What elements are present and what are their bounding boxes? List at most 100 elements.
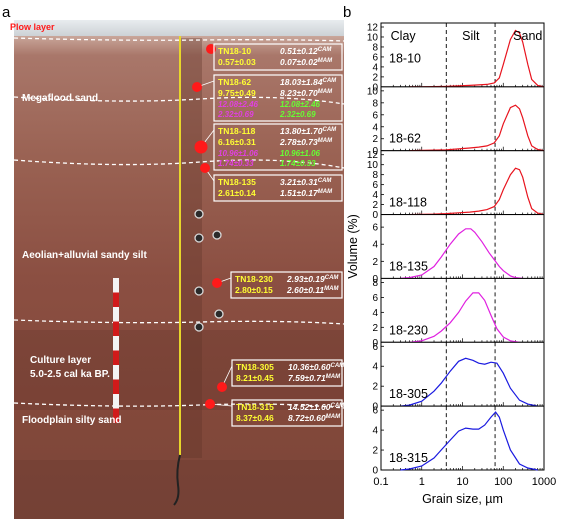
y-tick-label: 0 [372, 466, 378, 477]
panel-frame [380, 277, 545, 343]
layer-boundary-line [13, 319, 345, 325]
y-tick-label: 8 [372, 170, 378, 181]
y-tick-label: 4 [372, 240, 378, 251]
y-tick-label: 0 [372, 274, 378, 285]
series-line [409, 292, 520, 343]
sample-label: 18-62 [389, 132, 421, 146]
dose-value: 1.51±0.17MAM [280, 188, 333, 198]
scale-bar-segment [113, 379, 119, 394]
dose-value: 2.78±0.73MAM [279, 137, 333, 147]
dose-value: 0.07±0.02MAM [280, 57, 333, 67]
panel-frame [380, 150, 545, 216]
x-tick-label: 0.1 [373, 476, 388, 488]
sample-location-dot [205, 399, 215, 409]
y-tick-label: 0 [372, 338, 378, 349]
extra-dose-value: 1.74±0.33 [280, 159, 316, 168]
layer-label: Aeolian+alluvial sandy silt [22, 250, 147, 261]
sample-annotation: TN18-629.75±0.49 18.03±1.84CAM8.23±0.70MA… [192, 74, 343, 122]
y-tick-label: 6 [372, 180, 378, 191]
sample-location-dot [192, 82, 202, 92]
scale-bar-segment [113, 350, 119, 365]
scale-bar-segment [113, 336, 119, 351]
sample-box [213, 123, 343, 171]
y-tick-label: 4 [372, 190, 378, 201]
dose-value: 8.23±0.70MAM [280, 88, 333, 98]
y-tick-label: 2 [372, 382, 378, 393]
y-tick-label: 0 [372, 146, 378, 157]
y-tick-label: 12 [367, 150, 379, 161]
y-tick-label: 4 [372, 426, 378, 437]
y-tick-label: 0 [372, 210, 378, 221]
layer-boundary-line [13, 402, 345, 409]
tape-end [173, 454, 181, 506]
zone-label: Sand [513, 29, 542, 43]
sample-location-dot [217, 382, 227, 392]
dose-model-sup: MAM [326, 414, 341, 420]
sample-age: 2.61±0.14 [218, 188, 256, 198]
sample-age: 6.16±0.31 [218, 137, 256, 147]
y-tick-label: 6 [372, 293, 378, 304]
y-tick-label: 12 [367, 23, 379, 34]
dose-model-sup: MAM [318, 138, 333, 144]
y-tick-label: 2 [372, 72, 378, 83]
dose-model-sup: CAM [318, 47, 333, 53]
sample-age: 8.37±0.46 [236, 413, 274, 423]
zone-label: Silt [462, 29, 480, 43]
y-tick-label: 6 [372, 342, 378, 353]
sample-label: 18-135 [389, 259, 428, 273]
y-tick-label: 4 [372, 362, 378, 373]
dose-model-sup: CAM [322, 127, 337, 133]
sample-label: 18-10 [389, 52, 421, 66]
y-tick-label: 8 [372, 98, 378, 109]
layer-label: Floodplain silty sand [22, 415, 121, 426]
layer-label: 5.0-2.5 cal ka BP. [30, 369, 110, 380]
y-tick-label: 2 [372, 257, 378, 268]
grain-size-panel: 0 2 4 6 18-135 [372, 214, 545, 285]
sample-age: 8.21±0.45 [236, 373, 274, 383]
dose-model-sup: CAM [330, 363, 345, 369]
sample-age: 9.75±0.49 [218, 88, 256, 98]
series-line [400, 228, 523, 279]
layer-label: Culture layer [30, 355, 91, 366]
dose-model-sup: CAM [322, 78, 337, 84]
y-tick-label: 8 [372, 278, 378, 289]
x-tick-label: 1000 [532, 476, 556, 488]
y-tick-label: 6 [372, 52, 378, 63]
y-tick-label: 4 [372, 62, 378, 73]
x-tick-label: 10 [456, 476, 468, 488]
sample-box [213, 174, 343, 202]
grain-size-panel: 0 2 4 6 18-305 [372, 341, 545, 413]
dose-model-sup: CAM [318, 178, 333, 184]
panel-frame [380, 86, 545, 152]
grain-size-panel: 0 2 4 6 18-315 [372, 405, 545, 477]
y-tick-label: 4 [372, 122, 378, 133]
dose-value: 10.36±0.60CAM [288, 362, 345, 372]
y-tick-label: 10 [367, 32, 379, 43]
sampling-tube [194, 233, 204, 243]
dose-model-sup: CAM [325, 275, 340, 281]
panel-frame [380, 22, 545, 88]
sampling-tube [194, 322, 204, 332]
y-tick-label: 2 [372, 134, 378, 145]
grain-size-panel: 0 2 4 6 8 18-230 [372, 277, 545, 349]
sample-age: 2.80±0.15 [235, 285, 273, 295]
sampling-trench [180, 38, 202, 458]
sampling-tube [214, 309, 224, 319]
series-line [400, 411, 538, 471]
dose-model-sup: MAM [326, 374, 341, 380]
layer-boundaries [13, 37, 345, 409]
layer-boundary-line [13, 96, 345, 105]
sample-location-dot [212, 278, 222, 288]
sample-box [213, 74, 343, 122]
scale-bar-segment [113, 292, 119, 307]
series-line [409, 167, 545, 216]
dose-model-sup: MAM [324, 286, 339, 292]
sampling-tube [194, 286, 204, 296]
dose-value: 2.60±0.11MAM [286, 285, 339, 295]
